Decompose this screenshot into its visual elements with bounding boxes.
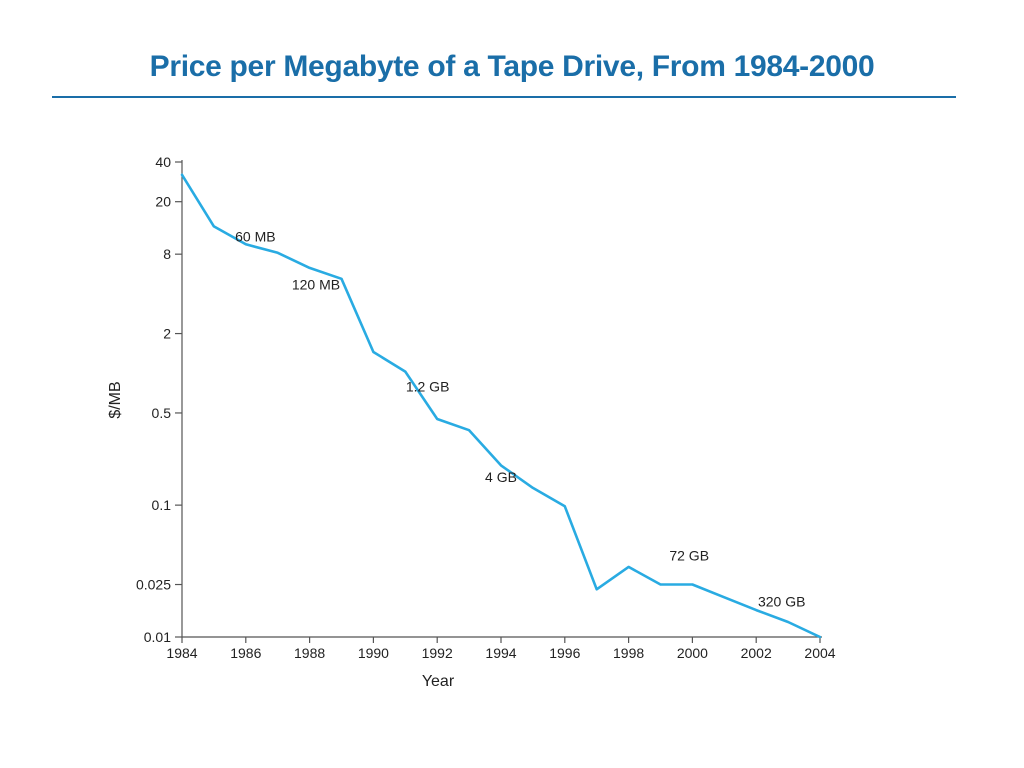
x-tick-label: 1998 <box>613 645 644 661</box>
title-divider <box>52 96 956 98</box>
y-axis-label: $/MB <box>108 381 124 418</box>
x-tick-label: 1986 <box>230 645 261 661</box>
y-tick-label: 2 <box>163 326 171 342</box>
x-tick-label: 1994 <box>485 645 516 661</box>
x-tick-label: 1984 <box>166 645 197 661</box>
capacity-annotation: 320 GB <box>758 594 805 610</box>
x-tick-label: 1990 <box>358 645 389 661</box>
y-tick-label: 0.1 <box>152 497 172 513</box>
price-line <box>180 173 822 639</box>
y-tick-label: 0.025 <box>136 577 171 593</box>
chart-series <box>180 173 822 639</box>
capacity-annotation: 1.2 GB <box>406 378 450 394</box>
slide-title: Price per Megabyte of a Tape Drive, From… <box>149 50 875 83</box>
x-tick-label: 2004 <box>804 645 835 661</box>
capacity-annotation: 60 MB <box>235 228 275 244</box>
y-tick-label: 0.01 <box>144 629 171 645</box>
chart-background <box>108 150 848 690</box>
capacity-annotation: 72 GB <box>669 548 709 564</box>
capacity-annotation: 4 GB <box>485 469 517 485</box>
x-tick-label: 1988 <box>294 645 325 661</box>
y-tick-label: 8 <box>163 246 171 262</box>
x-tick-label: 2000 <box>677 645 708 661</box>
y-tick-label: 40 <box>155 154 171 170</box>
x-tick-label: 2002 <box>741 645 772 661</box>
y-tick-label: 20 <box>155 194 171 210</box>
capacity-annotation: 120 MB <box>292 277 340 293</box>
x-axis-label: Year <box>422 673 455 690</box>
y-tick-label: 0.5 <box>152 405 172 421</box>
x-tick-label: 1996 <box>549 645 580 661</box>
chart: 40 20 8 2 0.5 0.1 0.025 0.01 1984 1986 1988 1990 199… <box>107 150 848 690</box>
chart-axes <box>181 160 822 638</box>
x-tick-label: 1992 <box>422 645 453 661</box>
chart-annotations: 60 MB 120 MB 1.2 GB 4 GB 72 GB 320 GB <box>235 228 805 609</box>
